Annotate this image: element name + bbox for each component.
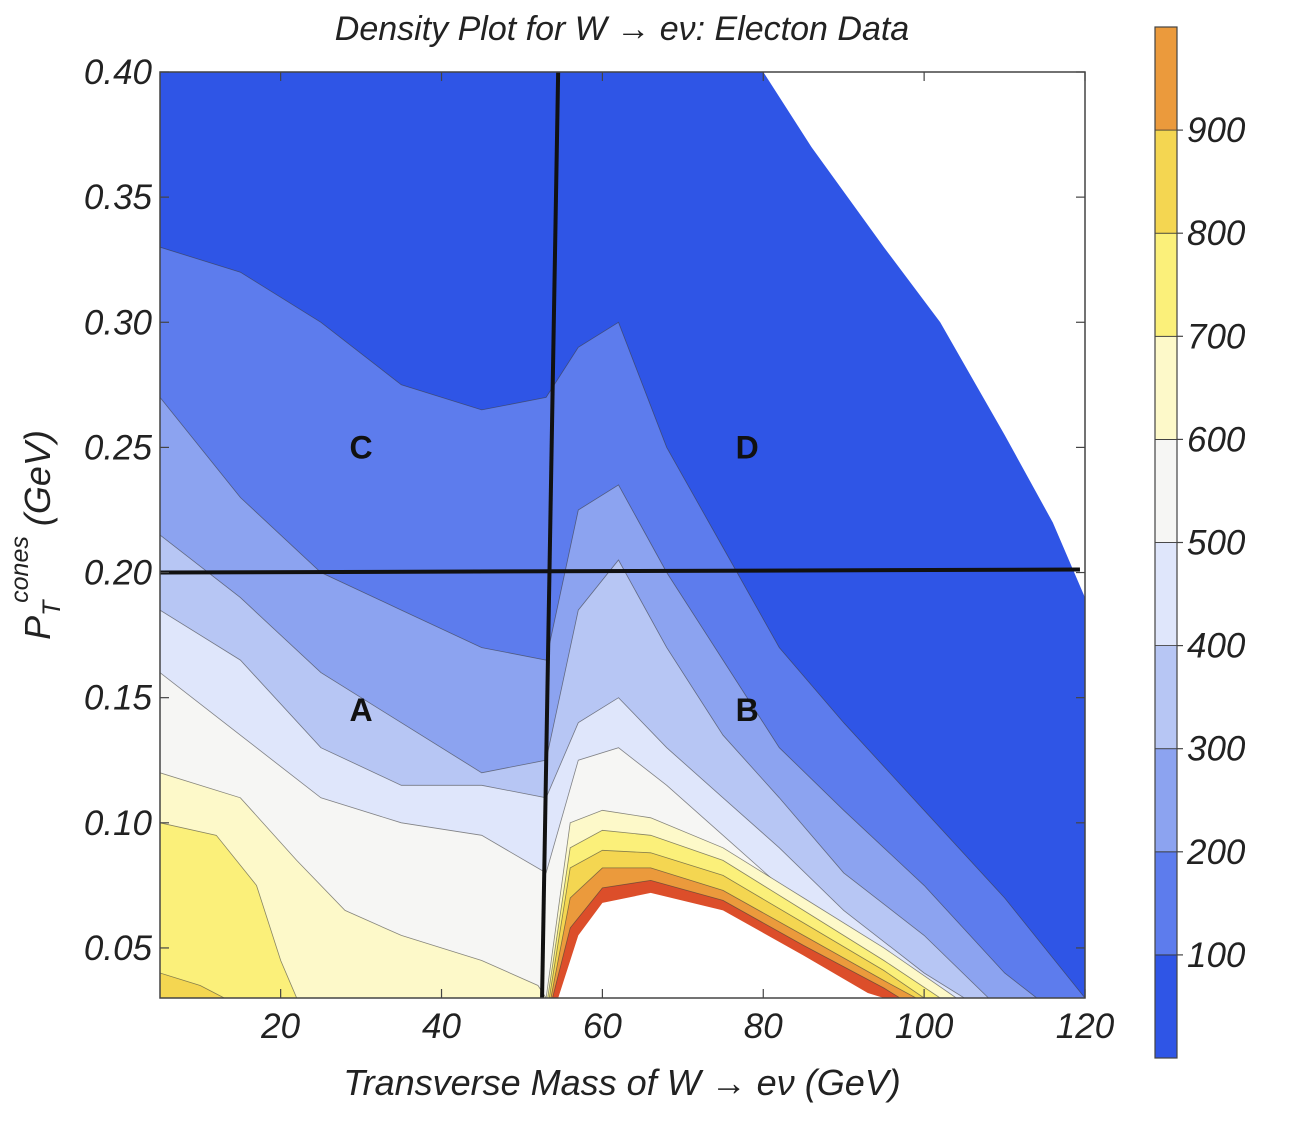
y-tick-label: 0.30 (84, 303, 153, 342)
density-band-700 (160, 822, 298, 998)
y-axis-label-sub: T (38, 599, 66, 616)
colorbar-swatch (1154, 851, 1178, 956)
colorbar-swatch (1154, 335, 1178, 440)
density-band-800 (160, 972, 225, 998)
chart-title: Density Plot for W → eν: Electon Data (335, 10, 909, 48)
colorbar-swatch (1154, 645, 1178, 750)
contour-layer (160, 72, 1085, 998)
colorbar-tick-label: 600 (1187, 420, 1246, 459)
svg-text:PTcones(GeV): PTcones (GeV) (6, 430, 66, 640)
colorbar-swatch (1154, 26, 1178, 131)
colorbar-swatch (1154, 129, 1178, 234)
no-data-region (674, 72, 1085, 598)
region-label-b: B (736, 692, 759, 728)
horizontal-cut-line (159, 567, 1080, 575)
y-tick-label: 0.10 (84, 804, 153, 843)
x-axis-ticks: 20 40 60 80 100 120 (260, 72, 1115, 1046)
y-tick-label: 0.40 (84, 53, 153, 92)
colorbar-swatch (1154, 438, 1178, 543)
colorbar: 100 200 300 400 500 600 700 800 900 (1154, 26, 1246, 1059)
colorbar-tick-label: 200 (1186, 833, 1246, 872)
y-tick-label: 0.35 (84, 178, 153, 217)
colorbar-tick-label: 900 (1187, 111, 1246, 150)
colorbar-tick-label: 500 (1187, 524, 1246, 563)
colorbar-tick-label: 800 (1187, 214, 1246, 253)
x-tick-label: 20 (260, 1007, 300, 1046)
colorbar-swatch (1154, 232, 1178, 337)
region-labels: C D A B (350, 429, 759, 728)
colorbar-swatch (1154, 542, 1178, 646)
x-axis-label: Transverse Mass of W → eν (GeV) (343, 1062, 900, 1103)
y-tick-label: 0.15 (84, 679, 153, 718)
region-label-a: A (350, 692, 373, 728)
y-axis-label-unit: (GeV) (17, 430, 58, 526)
y-axis-label-sup: cones (6, 536, 34, 603)
region-label-d: D (736, 429, 759, 465)
x-tick-label: 60 (583, 1007, 622, 1046)
vertical-cut-line (540, 71, 561, 999)
colorbar-tick-label: 100 (1187, 936, 1246, 975)
colorbar-tick-label: 700 (1187, 317, 1246, 356)
y-tick-label: 0.20 (84, 554, 153, 593)
colorbar-swatch (1154, 748, 1178, 853)
plot-frame (159, 71, 1086, 999)
x-tick-label: 120 (1056, 1007, 1115, 1046)
y-axis-ticks: 0.05 0.10 0.15 0.20 0.25 0.30 0.35 0.40 (84, 53, 1085, 968)
x-tick-label: 100 (895, 1007, 954, 1046)
peak-band-1100 (558, 892, 884, 998)
colorbar-tick-label: 300 (1187, 730, 1246, 769)
y-tick-label: 0.25 (84, 428, 153, 467)
region-label-c: C (350, 429, 373, 465)
y-tick-label: 0.05 (84, 929, 153, 968)
cut-lines (159, 71, 1080, 999)
x-tick-label: 40 (422, 1007, 461, 1046)
y-axis-label: PTcones (GeV) (6, 430, 66, 640)
colorbar-tick-label: 400 (1187, 627, 1246, 666)
x-tick-label: 80 (744, 1007, 783, 1046)
y-axis-label-main: P (17, 616, 58, 640)
colorbar-swatch (1154, 954, 1178, 1059)
